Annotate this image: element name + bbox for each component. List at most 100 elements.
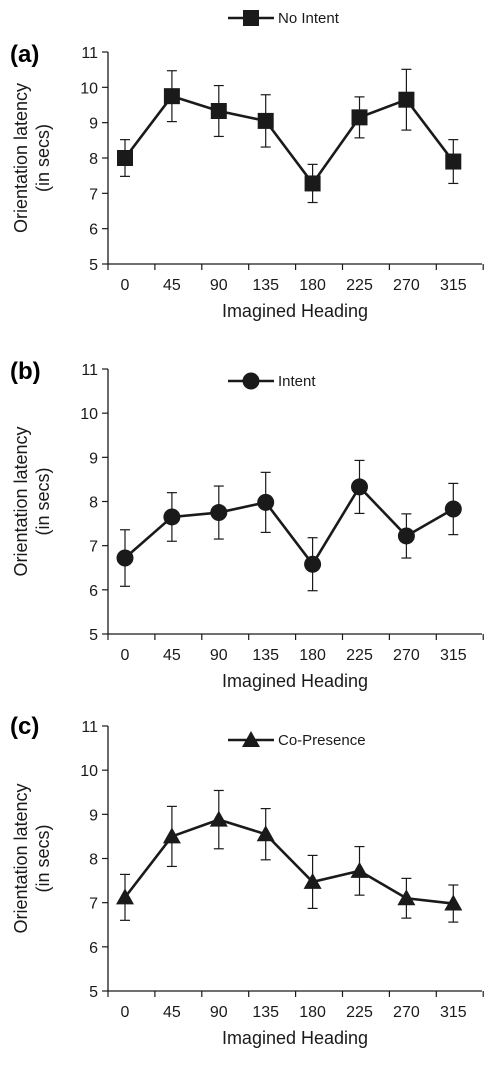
panel-label: (b) [10, 358, 41, 385]
legend: Co-Presence [228, 731, 366, 749]
y-tick-label: 10 [80, 763, 98, 780]
x-tick-label: 90 [210, 1004, 228, 1021]
data-point [397, 527, 415, 545]
chart-panel-a: 5 6 7 8 9 10 11 0 45 90 135 180 225 270 315 Imagined He… [0, 0, 491, 350]
x-tick-label: 225 [346, 647, 373, 664]
data-point [209, 810, 228, 827]
x-axis-title: Imagined Heading [222, 301, 368, 321]
x-tick-label: 45 [163, 647, 181, 664]
x-tick-label: 315 [440, 277, 467, 294]
x-tick-label: 315 [440, 647, 467, 664]
chart-svg: 5 6 7 8 9 10 11 0 45 90 135 180 225 270 315 Imagined He… [10, 10, 484, 321]
x-tick-label: 135 [252, 1004, 279, 1021]
data-point [117, 150, 133, 166]
data-point [163, 508, 181, 526]
data-point [257, 112, 274, 129]
x-tick-label: 45 [163, 277, 181, 294]
x-tick-label: 0 [121, 1004, 130, 1021]
y-axis-title: Orientation latency [11, 783, 31, 933]
y-axis-title: Orientation latency [11, 83, 31, 233]
legend: Intent [228, 372, 316, 390]
y-tick-label: 7 [89, 896, 98, 913]
y-tick-label: 6 [89, 583, 98, 600]
x-tick-label: 0 [121, 647, 130, 664]
y-tick-label: 6 [89, 222, 98, 239]
x-tick-label: 270 [393, 277, 420, 294]
chart-svg: 5 6 7 8 9 10 11 0 45 90 135 180 225 270 315 Imagined He… [10, 358, 484, 691]
y-tick-label: 8 [89, 495, 98, 512]
y-tick-label: 8 [89, 852, 98, 869]
data-point [351, 109, 368, 126]
data-point [444, 894, 463, 911]
y-tick-label: 9 [89, 450, 98, 467]
x-tick-label: 90 [210, 277, 228, 294]
x-tick-label: 225 [346, 277, 373, 294]
x-tick-label: 270 [393, 1004, 420, 1021]
x-axis-title: Imagined Heading [222, 671, 368, 691]
x-tick-label: 225 [346, 1004, 373, 1021]
y-tick-label: 9 [89, 116, 98, 133]
legend-label: Co-Presence [278, 732, 366, 749]
y-axis-subtitle: (in secs) [33, 467, 53, 535]
legend-label: Intent [278, 373, 316, 390]
y-axis-subtitle: (in secs) [33, 124, 53, 192]
y-axis-title: Orientation latency [11, 426, 31, 576]
y-tick-label: 6 [89, 940, 98, 957]
series-group [116, 789, 463, 923]
data-point [350, 861, 369, 878]
x-tick-label: 90 [210, 647, 228, 664]
x-tick-label: 270 [393, 647, 420, 664]
y-tick-label: 7 [89, 539, 98, 556]
series-group [117, 68, 462, 204]
y-tick-label: 5 [89, 984, 98, 1001]
y-tick-label: 10 [80, 80, 98, 97]
series-line [123, 94, 455, 186]
x-tick-label: 180 [299, 647, 326, 664]
chart-svg: 5 6 7 8 9 10 11 0 45 90 135 180 225 270 315 Imagined He… [10, 714, 484, 1048]
x-tick-label: 0 [121, 277, 130, 294]
data-point [304, 555, 322, 573]
x-tick-label: 315 [440, 1004, 467, 1021]
data-point [210, 103, 227, 120]
series-line [124, 484, 454, 567]
x-tick-label: 45 [163, 1004, 181, 1021]
x-tick-label: 135 [252, 647, 279, 664]
data-point [351, 478, 368, 496]
y-tick-label: 7 [89, 186, 98, 203]
panel-label: (a) [10, 41, 39, 68]
legend-marker [242, 731, 260, 747]
y-tick-label: 10 [80, 406, 98, 423]
y-tick-label: 5 [89, 627, 98, 644]
x-tick-label: 135 [252, 277, 279, 294]
y-tick-label: 9 [89, 807, 98, 824]
y-tick-label: 11 [81, 362, 98, 379]
data-point [210, 504, 228, 522]
data-point [116, 549, 134, 567]
legend: No Intent [228, 10, 340, 27]
data-point [304, 175, 321, 192]
series-group [116, 459, 462, 592]
y-tick-label: 5 [89, 257, 98, 274]
data-point [257, 493, 275, 511]
data-point [163, 88, 180, 105]
legend-marker [242, 372, 260, 390]
data-point [116, 888, 134, 905]
y-axis-subtitle: (in secs) [33, 824, 53, 892]
legend-marker [243, 10, 259, 26]
data-point [398, 91, 415, 108]
data-point [162, 827, 181, 844]
chart-panel-c: 5 6 7 8 9 10 11 0 45 90 135 180 225 270 315 Imagined He… [0, 714, 491, 1064]
series-line [123, 818, 454, 905]
data-point [444, 500, 462, 518]
panel-label: (c) [10, 714, 39, 740]
x-tick-label: 180 [299, 1004, 326, 1021]
chart-panel-b: 5 6 7 8 9 10 11 0 45 90 135 180 225 270 315 Imagined He… [0, 352, 491, 702]
data-point [256, 825, 275, 842]
data-point [303, 872, 322, 889]
y-tick-label: 8 [89, 151, 98, 168]
x-axis-title: Imagined Heading [222, 1028, 368, 1048]
legend-label: No Intent [278, 10, 340, 27]
y-tick-label: 11 [81, 719, 98, 736]
x-tick-label: 180 [299, 277, 326, 294]
data-point [445, 153, 462, 170]
